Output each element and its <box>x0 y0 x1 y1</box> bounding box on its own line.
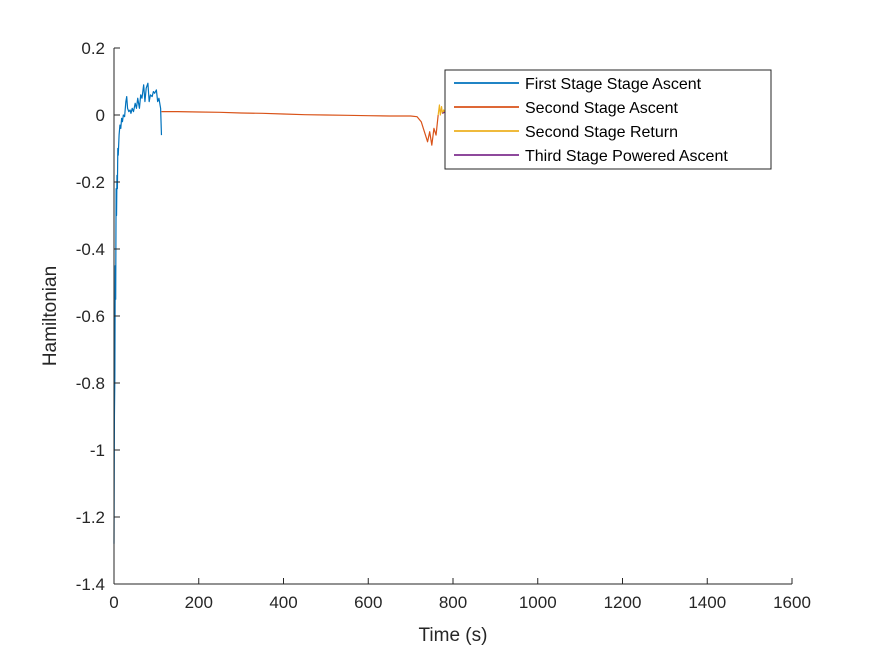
axes-layer: 0 200 400 600 800 1000 1200 1400 1600 -1.4 -1.2 -1 -… <box>76 39 811 612</box>
x-tick-label: 600 <box>354 593 382 612</box>
series-line-2 <box>161 111 439 146</box>
y-tick-label: -0.2 <box>76 173 105 192</box>
x-tick-label: 400 <box>269 593 297 612</box>
y-tick-label: 0 <box>96 106 105 125</box>
legend-entry: Second Stage Ascent <box>525 100 679 117</box>
legend: First Stage Stage Ascent Second Stage Asc… <box>444 69 772 170</box>
x-tick-label: 1200 <box>604 593 642 612</box>
y-tick-label: 0.2 <box>81 39 105 58</box>
legend-entry: Second Stage Return <box>525 124 678 141</box>
x-tick-label: 800 <box>439 593 467 612</box>
legend-box <box>444 69 772 170</box>
y-tick-label: -0.4 <box>76 240 105 259</box>
x-tick-label: 0 <box>109 593 118 612</box>
x-tick-label: 1000 <box>519 593 557 612</box>
y-tick-label: -1 <box>90 441 105 460</box>
y-tick-label: -0.6 <box>76 307 105 326</box>
x-axis-label: Time (s) <box>419 625 488 646</box>
series-line-3 <box>437 104 446 116</box>
y-axis-label: Hamiltonian <box>40 266 61 366</box>
y-tick-label: -1.4 <box>76 575 105 594</box>
legend-entry: First Stage Stage Ascent <box>525 76 702 93</box>
x-tick-label: 200 <box>185 593 213 612</box>
x-tick-label: 1600 <box>773 593 811 612</box>
y-tick-label: -1.2 <box>76 508 105 527</box>
y-tick-label: -0.8 <box>76 374 105 393</box>
legend-entry: Third Stage Powered Ascent <box>525 148 728 165</box>
x-tick-label: 1400 <box>688 593 726 612</box>
